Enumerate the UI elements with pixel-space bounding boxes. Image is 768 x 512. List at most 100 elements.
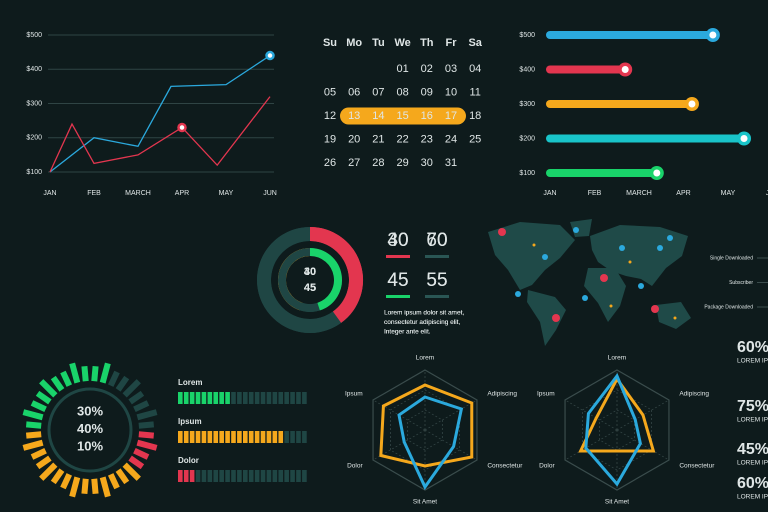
progress-segment bbox=[266, 392, 272, 404]
map-dot bbox=[552, 314, 560, 322]
map-dot bbox=[619, 245, 625, 251]
gauge-segment bbox=[35, 455, 52, 470]
map-dot bbox=[657, 245, 663, 251]
day: 05 bbox=[324, 86, 336, 98]
description: consectetur adipiscing elit, bbox=[384, 319, 460, 326]
gauge-segment bbox=[22, 409, 44, 421]
progress-segment bbox=[278, 470, 284, 482]
radar-grid bbox=[372, 369, 478, 491]
radar-series bbox=[584, 373, 642, 487]
gauge-segment bbox=[99, 362, 111, 384]
progress-segment bbox=[207, 392, 213, 404]
progress-segment bbox=[302, 392, 307, 404]
progress-segment bbox=[178, 470, 183, 482]
day: 24 bbox=[445, 133, 457, 145]
gauge-segment bbox=[50, 375, 65, 392]
radar-grid bbox=[564, 369, 670, 491]
progress-segment bbox=[272, 431, 278, 443]
progress-segment bbox=[178, 392, 183, 404]
map-legend-label: Subscriber bbox=[729, 280, 753, 286]
stat-caption: LOREM IPSUM bbox=[737, 494, 768, 501]
progress-segment bbox=[237, 431, 242, 443]
day: 18 bbox=[469, 110, 481, 122]
radar-series bbox=[379, 383, 474, 468]
map-dot bbox=[673, 316, 677, 320]
world-map bbox=[488, 219, 691, 346]
progress-segment bbox=[248, 392, 254, 404]
day: 01 bbox=[396, 63, 408, 75]
day: 30 bbox=[421, 157, 433, 169]
progress-segment bbox=[284, 470, 289, 482]
x-tick-label: JAN bbox=[543, 190, 556, 197]
stat-value: 45 bbox=[387, 270, 408, 291]
weekday: Tu bbox=[372, 37, 385, 49]
progress-segment bbox=[284, 431, 289, 443]
stat-rest: 55 bbox=[426, 270, 447, 291]
progress-segment bbox=[278, 431, 284, 443]
gauge-segment bbox=[99, 476, 111, 498]
day: 09 bbox=[421, 86, 433, 98]
gauge-segment bbox=[115, 468, 130, 485]
stat-underline bbox=[386, 295, 410, 298]
y-tick-label: $500 bbox=[519, 32, 535, 39]
day: 06 bbox=[348, 86, 360, 98]
donut-center-value: 30 bbox=[304, 266, 316, 278]
day: 29 bbox=[396, 157, 408, 169]
gauge-segment-group bbox=[22, 431, 141, 498]
day: 12 bbox=[324, 110, 336, 122]
continent bbox=[656, 302, 691, 329]
gauge-segment bbox=[81, 478, 89, 495]
progress-bar bbox=[178, 470, 195, 482]
line-series bbox=[49, 55, 271, 173]
day: 23 bbox=[421, 133, 433, 145]
radar-axis-label: Lorem bbox=[416, 355, 434, 362]
day: 08 bbox=[396, 86, 408, 98]
weekday: Th bbox=[420, 37, 434, 49]
highlight-marker bbox=[177, 122, 187, 133]
gauge-segment bbox=[50, 468, 65, 485]
progress-segment bbox=[225, 431, 230, 443]
y-tick-label: $100 bbox=[26, 169, 42, 176]
gauge-segment bbox=[138, 421, 155, 429]
progress-segment bbox=[213, 470, 219, 482]
day: 15 bbox=[396, 110, 408, 122]
gauge-segment bbox=[107, 473, 120, 490]
radar-axis-label: Ipsum bbox=[345, 391, 363, 398]
day: 11 bbox=[469, 86, 480, 98]
bar-knob-center bbox=[621, 66, 629, 73]
progress-segment bbox=[219, 431, 224, 443]
gauge-segment bbox=[133, 400, 150, 413]
progress-segment bbox=[296, 431, 301, 443]
stat-percent: 60% bbox=[737, 339, 768, 356]
progress-segment bbox=[183, 431, 189, 443]
gauge-segment bbox=[25, 431, 42, 439]
progress-label: Dolor bbox=[178, 456, 199, 465]
progress-segment bbox=[219, 392, 224, 404]
day: 16 bbox=[421, 110, 433, 122]
progress-segment bbox=[231, 470, 236, 482]
donut-center-value: 45 bbox=[304, 282, 316, 294]
stat-underline bbox=[425, 295, 449, 298]
map-dot bbox=[667, 235, 673, 241]
progress-segment bbox=[248, 431, 254, 443]
y-tick-label: $300 bbox=[519, 101, 535, 108]
weekday: Sa bbox=[468, 37, 482, 49]
x-tick-label: JUN bbox=[766, 190, 768, 197]
progress-label: Lorem bbox=[178, 378, 202, 387]
continent bbox=[584, 268, 626, 322]
map-dot bbox=[573, 227, 579, 233]
progress-segment bbox=[296, 392, 301, 404]
stat-percent: 45% bbox=[737, 441, 768, 458]
progress-segment bbox=[195, 431, 201, 443]
bar-knob-center bbox=[709, 31, 717, 39]
radar-axis-label: Ipsum bbox=[537, 391, 555, 398]
gauge-segment bbox=[39, 462, 58, 481]
calendar-highlight bbox=[340, 107, 466, 125]
stat-rest: 70 bbox=[426, 230, 447, 251]
gauge-segment bbox=[25, 421, 42, 429]
bar-knob-center bbox=[740, 135, 748, 142]
day: 19 bbox=[324, 133, 336, 145]
map-dot bbox=[651, 305, 659, 313]
progress-segment bbox=[189, 392, 195, 404]
